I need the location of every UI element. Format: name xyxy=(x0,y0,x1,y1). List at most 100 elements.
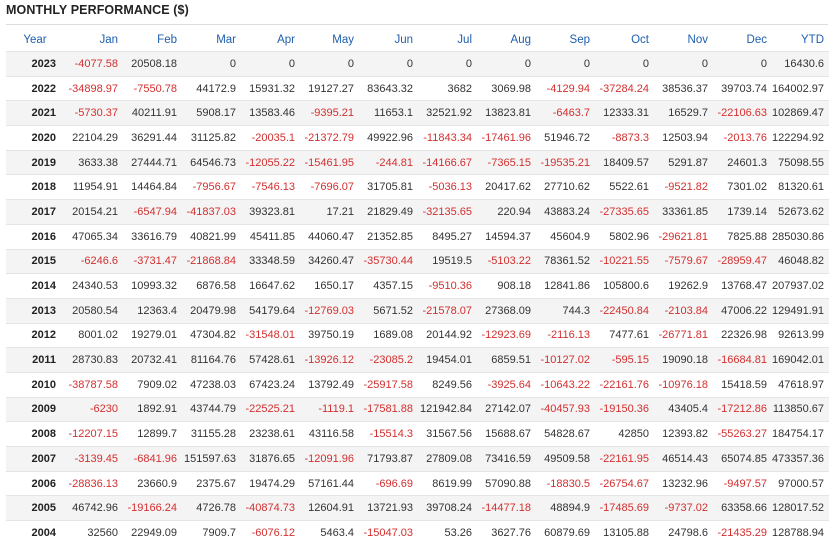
month-cell: 40821.99 xyxy=(182,223,241,249)
month-cell: -595.15 xyxy=(595,347,654,373)
year-cell: 2004 xyxy=(6,520,64,545)
month-cell: -244.81 xyxy=(359,149,418,175)
month-cell: 39708.24 xyxy=(418,495,477,521)
ytd-cell: 128017.52 xyxy=(772,495,829,521)
month-cell: 28730.83 xyxy=(64,347,123,373)
month-cell: 13105.88 xyxy=(595,520,654,545)
month-cell: -55263.27 xyxy=(713,421,772,447)
month-cell: -18830.5 xyxy=(536,470,595,496)
month-cell: -28836.13 xyxy=(64,470,123,496)
month-cell: 57090.88 xyxy=(477,470,536,496)
month-cell: 22949.09 xyxy=(123,520,182,545)
month-cell: 45411.85 xyxy=(241,223,300,249)
month-cell: 6859.51 xyxy=(477,347,536,373)
month-cell: 0 xyxy=(477,51,536,77)
month-cell: -2116.13 xyxy=(536,322,595,348)
month-cell: 73416.59 xyxy=(477,446,536,472)
table-row: 2011 28730.83 20732.41 81164.76 57428.61 -139… xyxy=(6,347,829,373)
monthly-performance-table: Year Jan Feb Mar Apr May Jun Jul Aug Sep… xyxy=(6,28,829,545)
ytd-cell: 113850.67 xyxy=(772,396,829,422)
month-cell: 34260.47 xyxy=(300,248,359,274)
month-cell: 3627.76 xyxy=(477,520,536,545)
month-cell: 14464.84 xyxy=(123,174,182,200)
month-cell: 51946.72 xyxy=(536,125,595,151)
month-cell: 20154.21 xyxy=(64,199,123,225)
month-cell: -32135.65 xyxy=(418,199,477,225)
month-cell: -3925.64 xyxy=(477,371,536,398)
month-cell: -19166.24 xyxy=(123,495,182,521)
ytd-cell: 97000.57 xyxy=(772,470,829,496)
month-cell: 16647.62 xyxy=(241,273,300,299)
month-cell: 5908.17 xyxy=(182,100,241,126)
month-cell: 17.21 xyxy=(300,199,359,225)
month-cell: -25917.58 xyxy=(359,371,418,398)
year-cell: 2019 xyxy=(6,149,64,175)
month-cell: -22161.95 xyxy=(595,446,654,472)
month-cell: 19262.9 xyxy=(654,273,713,299)
month-cell: 3633.38 xyxy=(64,149,123,175)
month-cell: 15418.59 xyxy=(713,371,772,398)
month-cell: 64546.73 xyxy=(182,149,241,175)
month-cell: 31876.65 xyxy=(241,446,300,472)
month-cell: -22525.21 xyxy=(241,396,300,422)
month-cell: 24601.3 xyxy=(713,149,772,175)
month-cell: 744.3 xyxy=(536,297,595,324)
month-cell: -10643.22 xyxy=(536,371,595,398)
ytd-cell: 81320.61 xyxy=(772,174,829,200)
month-cell: 4357.15 xyxy=(359,273,418,299)
month-cell: -6246.6 xyxy=(64,248,123,274)
month-cell: 65074.85 xyxy=(713,446,772,472)
month-cell: 78361.52 xyxy=(536,248,595,274)
table-row: 2004 32560 22949.09 7909.7 -6076.12 5463.4 -15… xyxy=(6,520,829,545)
month-cell: 27142.07 xyxy=(477,396,536,422)
table-row: 2007 -3139.45 -6841.96 151597.63 31876.65 -12… xyxy=(6,446,829,472)
month-cell: 63358.66 xyxy=(713,495,772,521)
month-cell: 47006.22 xyxy=(713,297,772,324)
month-cell: 57428.61 xyxy=(241,347,300,373)
month-cell: -40457.93 xyxy=(536,396,595,422)
month-cell: 5463.4 xyxy=(300,520,359,545)
month-cell: 0 xyxy=(713,51,772,77)
month-cell: 15931.32 xyxy=(241,75,300,101)
month-cell: 2375.67 xyxy=(182,470,241,496)
month-cell: 4726.78 xyxy=(182,495,241,521)
month-cell: 10993.32 xyxy=(123,273,182,299)
ytd-cell: 128788.94 xyxy=(772,520,829,545)
month-cell: -7550.78 xyxy=(123,75,182,101)
table-row: 2008 -12207.15 12899.7 31155.28 23238.61 4311… xyxy=(6,421,829,447)
year-cell: 2018 xyxy=(6,174,64,200)
table-row: 2017 20154.21 -6547.94 -41837.03 39323.81 17.… xyxy=(6,199,829,225)
ytd-cell: 75098.55 xyxy=(772,149,829,175)
month-cell: 1892.91 xyxy=(123,396,182,422)
month-cell: 24340.53 xyxy=(64,273,123,299)
year-cell: 2014 xyxy=(6,273,64,299)
month-cell: -5036.13 xyxy=(418,174,477,200)
table-row: 2018 11954.91 14464.84 -7956.67 -7546.13 -769… xyxy=(6,174,829,200)
month-cell: 83643.32 xyxy=(359,75,418,101)
month-cell: -17461.96 xyxy=(477,125,536,151)
month-cell: -16684.81 xyxy=(713,347,772,373)
month-cell: 5291.87 xyxy=(654,149,713,175)
month-cell: 3069.98 xyxy=(477,75,536,101)
month-cell: 27444.71 xyxy=(123,149,182,175)
month-cell: 23660.9 xyxy=(123,470,182,496)
month-cell: 1739.14 xyxy=(713,199,772,225)
month-cell: 20144.92 xyxy=(418,322,477,348)
month-cell: 20508.18 xyxy=(123,51,182,77)
month-cell: -12923.69 xyxy=(477,322,536,348)
month-cell: -21868.84 xyxy=(182,248,241,274)
ytd-cell: 122294.92 xyxy=(772,125,829,151)
month-cell: 0 xyxy=(595,51,654,77)
month-cell: 151597.63 xyxy=(182,446,241,472)
month-cell: -12207.15 xyxy=(64,421,123,447)
month-cell: 32521.92 xyxy=(418,100,477,126)
month-cell: 54828.67 xyxy=(536,421,595,447)
month-cell: 31125.82 xyxy=(182,125,241,151)
month-cell: 45604.9 xyxy=(536,223,595,249)
month-cell: 46514.43 xyxy=(654,446,713,472)
month-cell: -9521.82 xyxy=(654,174,713,200)
year-cell: 2007 xyxy=(6,446,64,472)
month-cell: -27335.65 xyxy=(595,199,654,225)
month-cell: 0 xyxy=(359,51,418,77)
month-cell: 12363.4 xyxy=(123,297,182,324)
